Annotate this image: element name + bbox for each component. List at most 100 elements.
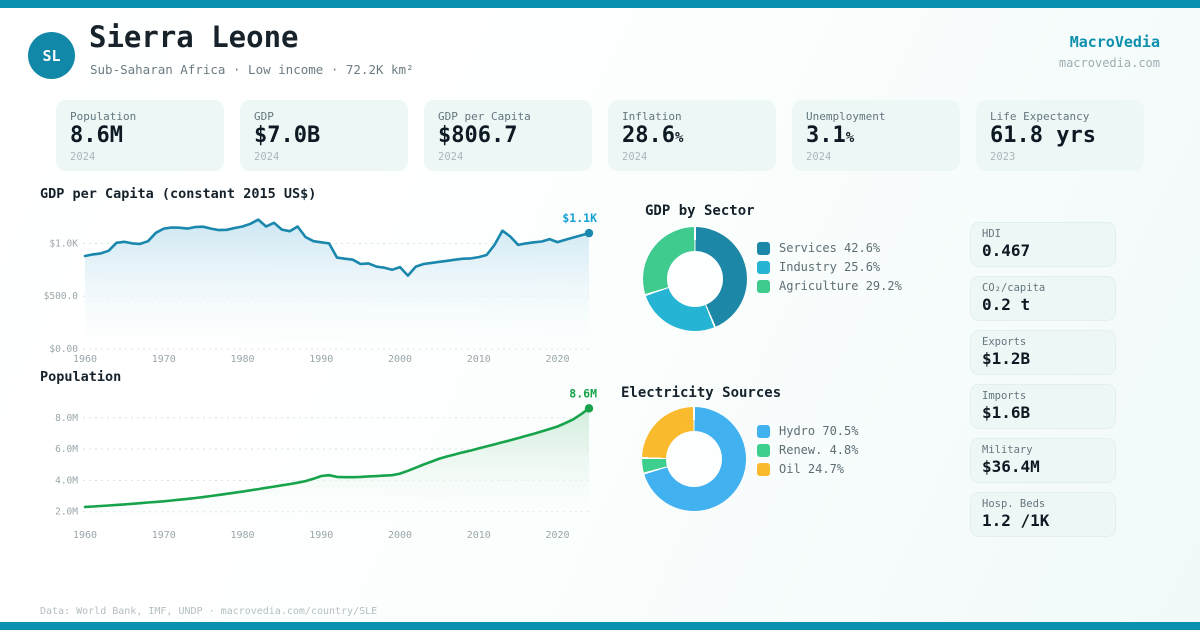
gdp-chart-title: GDP per Capita (constant 2015 US$) xyxy=(40,186,317,202)
svg-text:1960: 1960 xyxy=(73,354,97,365)
svg-text:1970: 1970 xyxy=(152,354,176,365)
stat-value: 8.6M xyxy=(70,123,123,148)
country-subtitle: Sub-Saharan Africa · Low income · 72.2K … xyxy=(90,62,414,77)
legend-swatch xyxy=(757,279,770,293)
svg-text:$1.0K: $1.0K xyxy=(49,238,78,249)
side-indicator-card: Imports $1.6B xyxy=(970,384,1116,429)
brand-block: MacroVedia macrovedia.com xyxy=(1059,33,1160,70)
stat-year: 2024 xyxy=(70,150,96,163)
brand-domain: macrovedia.com xyxy=(1058,56,1160,70)
stat-card: GDP per Capita $806.7 2024 xyxy=(424,100,592,171)
stat-cards-row: Population 8.6M 2024 GDP $7.0B 2024 GDP per Ca… xyxy=(56,100,1144,171)
side-indicator-card: Hosp. Beds 1.2 /1K xyxy=(970,492,1116,537)
legend-item: Services 42.6% xyxy=(757,241,902,255)
electricity-sources-legend: Hydro 70.5% Renew. 4.8% Oil 24.7% xyxy=(757,424,858,481)
svg-text:$500.0: $500.0 xyxy=(44,291,79,302)
svg-text:8.6M: 8.6M xyxy=(569,387,597,400)
side-indicator-card: HDI 0.467 xyxy=(970,222,1116,267)
svg-text:2010: 2010 xyxy=(467,530,491,541)
legend-item: Agriculture 29.2% xyxy=(757,279,902,293)
stat-label: Inflation xyxy=(622,110,682,123)
side-indicator-label: HDI xyxy=(982,228,1001,240)
svg-text:$1.1K: $1.1K xyxy=(562,211,597,225)
side-indicator-value: $1.2B xyxy=(982,349,1031,368)
side-indicator-value: 0.2 t xyxy=(982,295,1031,314)
side-indicator-label: Military xyxy=(982,444,1033,456)
stat-card: Population 8.6M 2024 xyxy=(56,100,224,171)
gdp-by-sector-legend: Services 42.6% Industry 25.6% Agriculture … xyxy=(757,241,902,298)
legend-label: Services 42.6% xyxy=(779,241,881,255)
svg-text:1990: 1990 xyxy=(309,530,333,541)
svg-text:1980: 1980 xyxy=(230,354,254,365)
legend-item: Hydro 70.5% xyxy=(757,424,858,438)
population-chart-title: Population xyxy=(40,369,122,385)
stat-value: $806.7 xyxy=(438,123,518,148)
svg-text:2.0M: 2.0M xyxy=(55,507,78,518)
legend-item: Oil 24.7% xyxy=(757,462,858,476)
stat-label: Unemployment xyxy=(806,110,886,123)
side-indicator-cards: HDI 0.467 CO₂/capita 0.2 t Exports $1.2B Impor… xyxy=(970,222,1116,537)
legend-label: Hydro 70.5% xyxy=(779,424,859,438)
stat-year: 2024 xyxy=(438,150,464,163)
gdp-per-capita-chart-block: GDP per Capita (constant 2015 US$) $0.00… xyxy=(40,186,600,369)
svg-text:2020: 2020 xyxy=(545,530,569,541)
stat-card: Inflation 28.6% 2024 xyxy=(608,100,776,171)
stat-year: 2024 xyxy=(254,150,280,163)
svg-text:1980: 1980 xyxy=(230,530,254,541)
svg-text:$0.00: $0.00 xyxy=(49,344,78,355)
stat-label: Population xyxy=(70,110,137,123)
gdp-by-sector-donut-chart xyxy=(643,227,747,331)
stat-value: 3.1% xyxy=(806,123,855,148)
data-source-note: Data: World Bank, IMF, UNDP · macrovedia… xyxy=(40,606,378,617)
side-indicator-card: Exports $1.2B xyxy=(970,330,1116,375)
side-indicator-card: CO₂/capita 0.2 t xyxy=(970,276,1116,321)
legend-swatch xyxy=(757,424,770,438)
side-indicator-value: 0.467 xyxy=(982,241,1031,260)
side-indicator-value: $36.4M xyxy=(982,457,1040,476)
stat-value: 28.6% xyxy=(622,123,684,148)
svg-text:6.0M: 6.0M xyxy=(55,444,78,455)
side-indicator-card: Military $36.4M xyxy=(970,438,1116,483)
legend-swatch xyxy=(757,260,770,274)
stat-card: Unemployment 3.1% 2024 xyxy=(792,100,960,171)
svg-text:2010: 2010 xyxy=(467,354,491,365)
legend-item: Industry 25.6% xyxy=(757,260,902,274)
stat-label: GDP per Capita xyxy=(438,110,531,123)
side-indicator-label: Imports xyxy=(982,390,1027,402)
electricity-sources-donut-chart xyxy=(642,407,746,511)
side-indicator-value: 1.2 /1K xyxy=(982,511,1050,530)
legend-swatch xyxy=(757,443,770,457)
stat-year: 2024 xyxy=(806,150,832,163)
legend-swatch xyxy=(757,241,770,255)
gdp-per-capita-line-chart: $0.00 $500.0 $1.0K 1960 1970 1980 1990 2000 2010… xyxy=(44,211,597,365)
svg-text:1990: 1990 xyxy=(309,354,333,365)
electricity-sources-title: Electricity Sources xyxy=(621,385,782,401)
legend-label: Agriculture 29.2% xyxy=(779,279,902,293)
svg-text:2000: 2000 xyxy=(388,530,412,541)
brand-name: MacroVedia xyxy=(1069,33,1160,51)
svg-text:4.0M: 4.0M xyxy=(55,475,78,486)
gdp-by-sector-title: GDP by Sector xyxy=(645,203,755,219)
stat-value: $7.0B xyxy=(254,123,321,148)
top-accent-bar xyxy=(0,0,1200,8)
side-indicator-label: Hosp. Beds xyxy=(982,498,1046,510)
stat-year: 2023 xyxy=(990,150,1016,163)
side-indicator-label: CO₂/capita xyxy=(982,282,1046,294)
svg-text:2020: 2020 xyxy=(545,354,569,365)
stat-card: GDP $7.0B 2024 xyxy=(240,100,408,171)
svg-text:2000: 2000 xyxy=(388,354,412,365)
stat-label: GDP xyxy=(254,110,274,123)
stat-year: 2024 xyxy=(622,150,648,163)
stat-value: 61.8 yrs xyxy=(990,123,1096,148)
side-indicator-value: $1.6B xyxy=(982,403,1031,422)
svg-text:1970: 1970 xyxy=(152,530,176,541)
page-title: Sierra Leone xyxy=(89,20,299,54)
legend-label: Renew. 4.8% xyxy=(779,443,859,457)
population-chart-block: Population 2.0M 4.0M 6.0M 8.0M 1960 1970 1980 1… xyxy=(40,369,600,549)
legend-swatch xyxy=(757,462,770,476)
country-code-badge: SL xyxy=(28,32,75,79)
legend-label: Industry 25.6% xyxy=(779,260,881,274)
side-indicator-label: Exports xyxy=(982,336,1027,348)
bottom-accent-bar xyxy=(0,622,1200,630)
legend-item: Renew. 4.8% xyxy=(757,443,858,457)
